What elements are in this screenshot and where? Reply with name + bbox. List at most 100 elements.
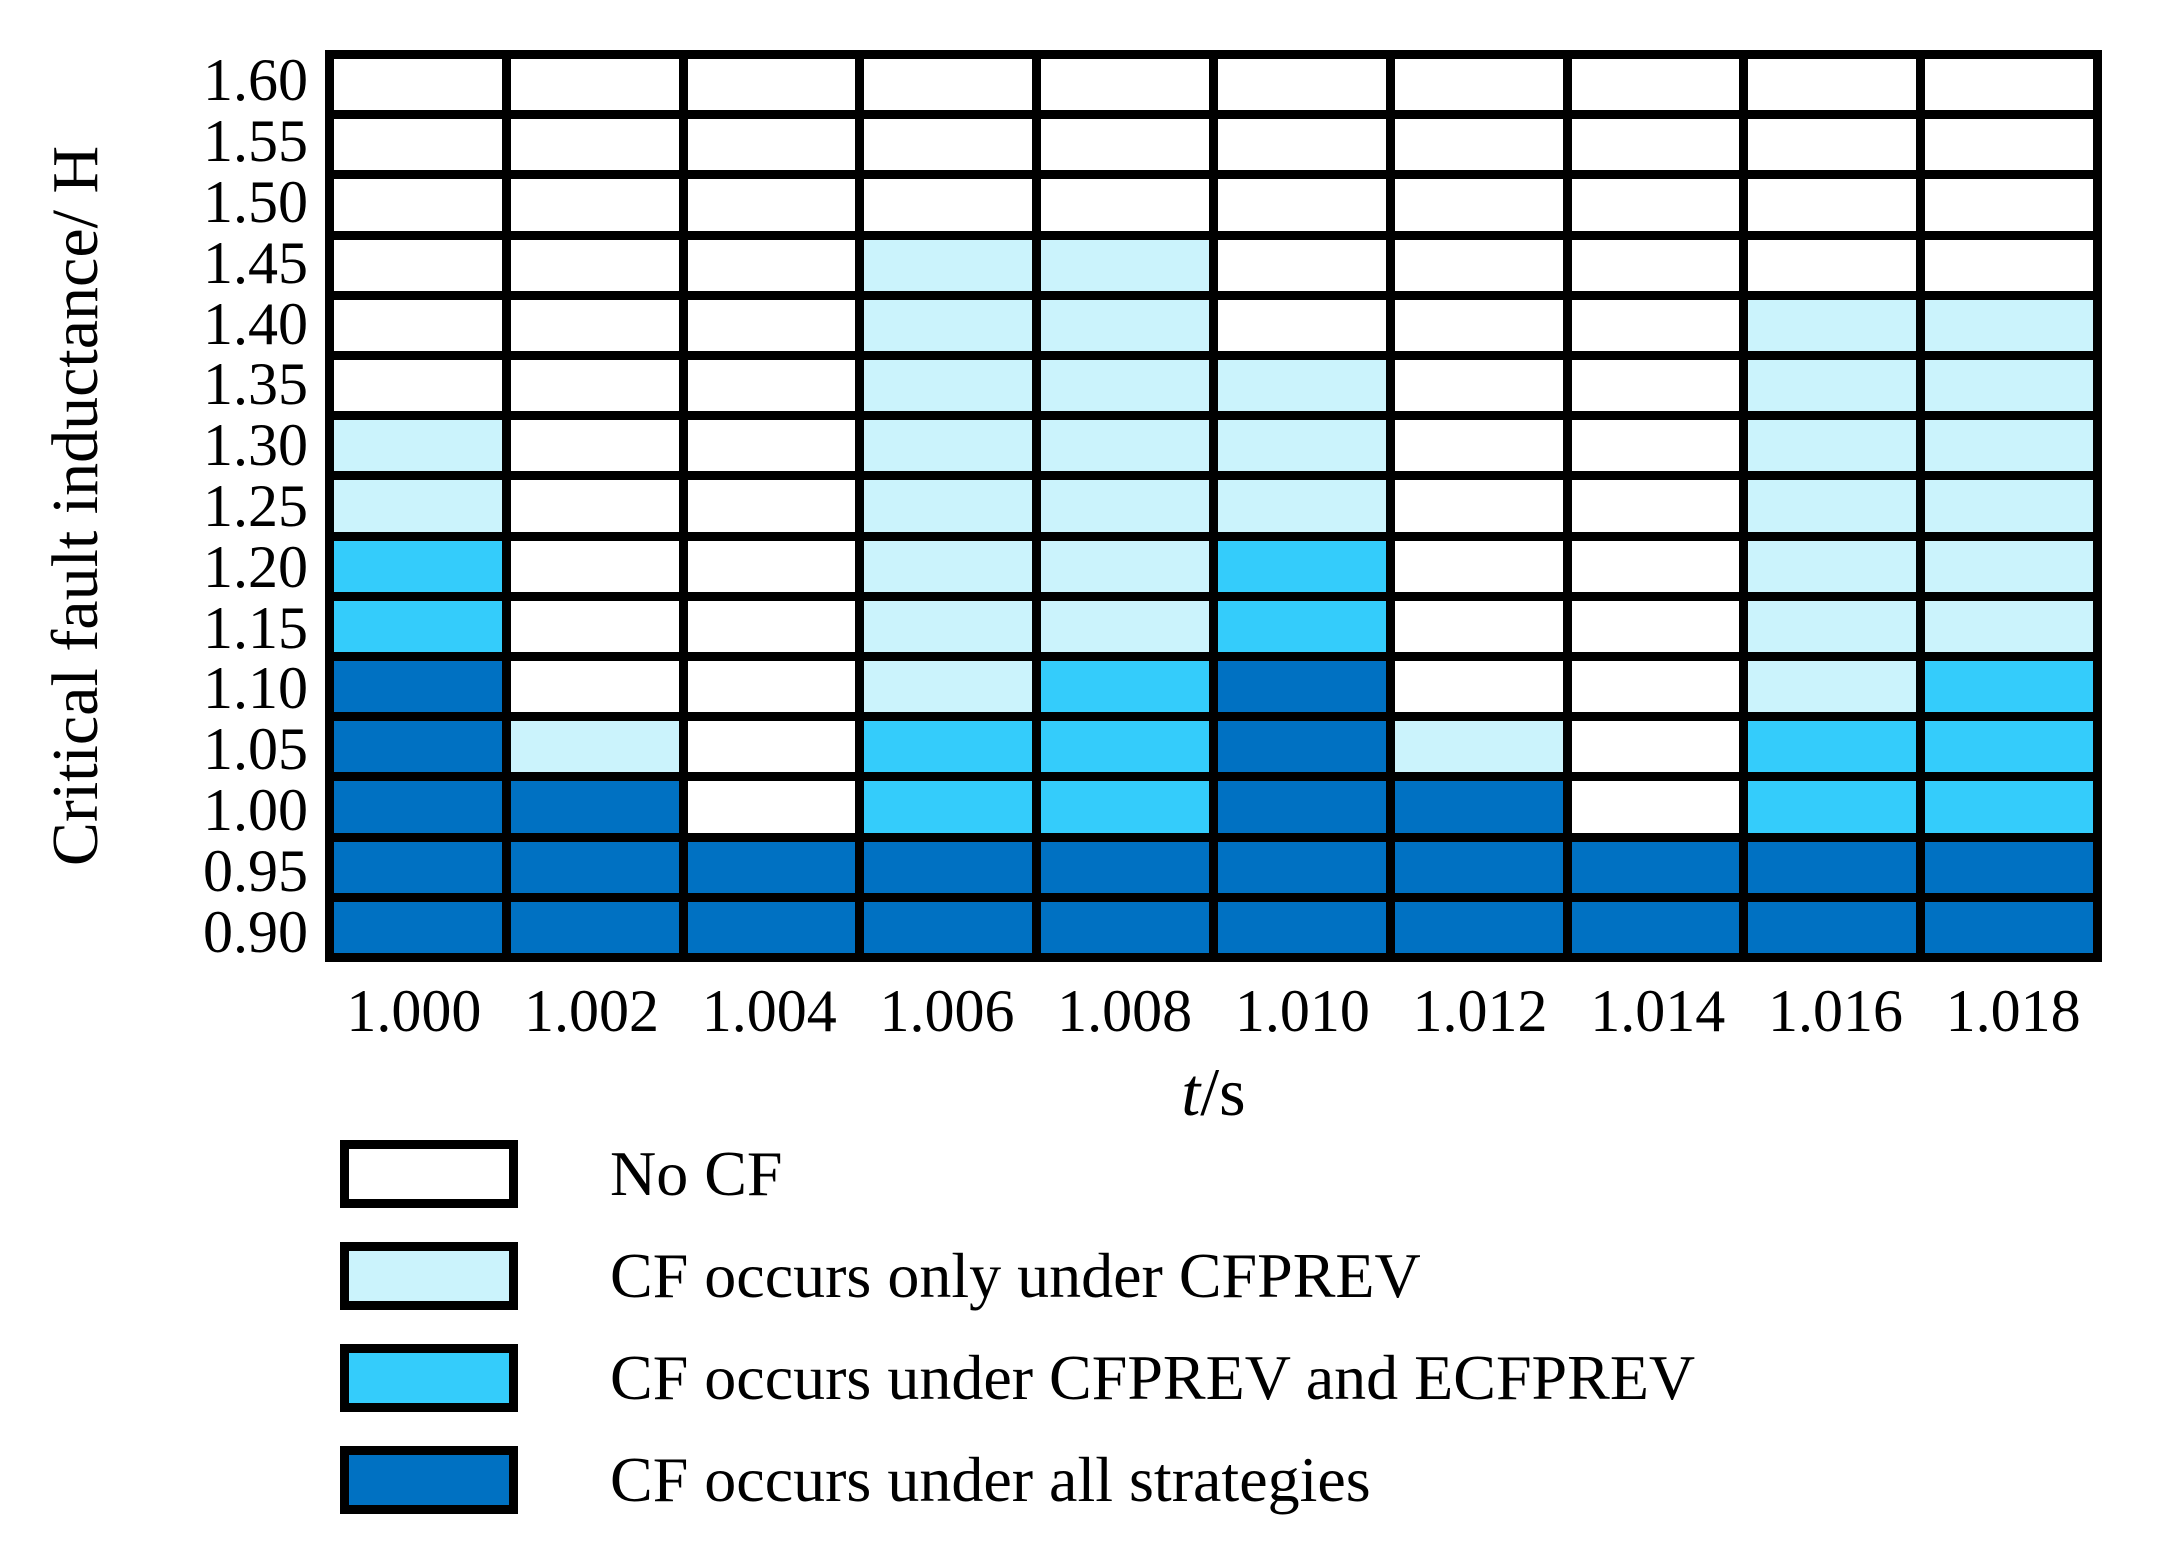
- heatmap-cell: [1218, 480, 1386, 532]
- legend-swatch-cfprev_only: [340, 1242, 518, 1310]
- legend-swatch-no_cf: [340, 1140, 518, 1208]
- heatmap-cell: [1394, 179, 1563, 231]
- heatmap-cell: [687, 841, 856, 893]
- heatmap-cell: [1394, 420, 1563, 472]
- heatmap-cell: [864, 841, 1033, 893]
- y-tick-label: 1.45: [203, 229, 308, 296]
- legend-swatch-cfprev_and_ecfprev: [340, 1344, 518, 1412]
- heatmap-cell: [687, 299, 856, 351]
- legend-swatch-all_strategies: [340, 1446, 518, 1514]
- heatmap-cell: [1571, 841, 1740, 893]
- heatmap-cell: [1218, 661, 1386, 713]
- heatmap-cell: [1218, 299, 1386, 351]
- heatmap-cell: [1571, 360, 1740, 412]
- y-tick-label: 1.25: [203, 472, 308, 539]
- x-axis-tick-labels: 1.000 1.002 1.004 1.006 1.008 1.010 1.012 1.014…: [325, 974, 2102, 1048]
- heatmap-cell: [1041, 901, 1209, 953]
- heatmap-cell: [687, 901, 856, 953]
- heatmap-cell: [1394, 480, 1563, 532]
- heatmap-cell: [1394, 600, 1563, 652]
- heatmap-cell: [510, 179, 679, 231]
- x-tick-label: 1.006: [879, 978, 1015, 1044]
- heatmap-cell: [334, 299, 502, 351]
- heatmap-cell: [687, 721, 856, 773]
- heatmap-cell: [1748, 480, 1917, 532]
- heatmap-cell: [1925, 59, 2093, 111]
- heatmap-cell: [1218, 901, 1386, 953]
- heatmap-cell: [334, 600, 502, 652]
- heatmap-cell: [1925, 781, 2093, 833]
- heatmap-cell: [1218, 540, 1386, 592]
- heatmap-cell: [1748, 721, 1917, 773]
- y-tick-label: 1.15: [203, 594, 308, 661]
- heatmap-cell: [1041, 360, 1209, 412]
- heatmap-cell: [1041, 119, 1209, 171]
- heatmap-cell: [1748, 420, 1917, 472]
- heatmap-cell: [1394, 360, 1563, 412]
- heatmap-cell: [1394, 239, 1563, 291]
- y-tick-label: 1.10: [203, 655, 308, 722]
- heatmap-cell: [864, 119, 1033, 171]
- heatmap-cell: [1394, 661, 1563, 713]
- heatmap-cell: [687, 600, 856, 652]
- y-tick-label: 1.35: [203, 351, 308, 418]
- heatmap-cell: [1748, 59, 1917, 111]
- heatmap-cell: [510, 600, 679, 652]
- heatmap-cell: [334, 420, 502, 472]
- x-tick-label: 1.012: [1412, 978, 1548, 1044]
- heatmap-cell: [687, 540, 856, 592]
- heatmap-cell: [1041, 600, 1209, 652]
- heatmap-cell: [510, 841, 679, 893]
- heatmap-cell: [687, 119, 856, 171]
- legend-label: CF occurs under CFPREV and ECFPREV: [610, 1342, 1696, 1413]
- heatmap-cell: [1748, 540, 1917, 592]
- legend-item: CF occurs only under CFPREV: [340, 1242, 1695, 1310]
- heatmap-cell: [334, 721, 502, 773]
- heatmap-cell: [864, 360, 1033, 412]
- heatmap-cell: [687, 661, 856, 713]
- heatmap-cell: [510, 119, 679, 171]
- y-tick-label: 1.55: [203, 108, 308, 175]
- heatmap-cell: [1925, 661, 2093, 713]
- heatmap-cell: [1394, 299, 1563, 351]
- heatmap-cell: [1394, 119, 1563, 171]
- heatmap-cell: [864, 721, 1033, 773]
- heatmap-cell: [1925, 239, 2093, 291]
- heatmap-cell: [510, 901, 679, 953]
- x-axis-title: t/s: [325, 1058, 2102, 1126]
- heatmap-cell: [864, 59, 1033, 111]
- heatmap-cell: [1041, 841, 1209, 893]
- heatmap-cell: [1394, 721, 1563, 773]
- heatmap-cell: [1925, 480, 2093, 532]
- heatmap-cell: [687, 360, 856, 412]
- heatmap-cell: [1925, 901, 2093, 953]
- heatmap-cell: [1394, 901, 1563, 953]
- heatmap-cell: [1394, 540, 1563, 592]
- heatmap-cell: [687, 420, 856, 472]
- heatmap-cell: [510, 420, 679, 472]
- heatmap-cell: [1041, 59, 1209, 111]
- heatmap-cell: [334, 59, 502, 111]
- heatmap-cell: [1041, 239, 1209, 291]
- heatmap-cell: [334, 540, 502, 592]
- y-axis-tick-labels: 1.60 1.55 1.50 1.45 1.40 1.35 1.30 1.25 1.20 1.15…: [0, 50, 308, 962]
- heatmap-cell: [864, 781, 1033, 833]
- heatmap-cell: [510, 299, 679, 351]
- heatmap-cell: [1571, 299, 1740, 351]
- heatmap-cell: [1925, 721, 2093, 773]
- heatmap-cell: [864, 540, 1033, 592]
- heatmap-cell: [334, 360, 502, 412]
- heatmap-cell: [1218, 119, 1386, 171]
- heatmap-cell: [1748, 119, 1917, 171]
- heatmap-cell: [1571, 661, 1740, 713]
- heatmap-cell: [1925, 420, 2093, 472]
- heatmap-cell: [1571, 600, 1740, 652]
- heatmap-cell: [864, 661, 1033, 713]
- heatmap-cell: [510, 661, 679, 713]
- heatmap-cell: [1925, 119, 2093, 171]
- heatmap-cell: [687, 781, 856, 833]
- heatmap-cell: [1041, 781, 1209, 833]
- heatmap-cell: [1748, 360, 1917, 412]
- heatmap-cell: [1041, 480, 1209, 532]
